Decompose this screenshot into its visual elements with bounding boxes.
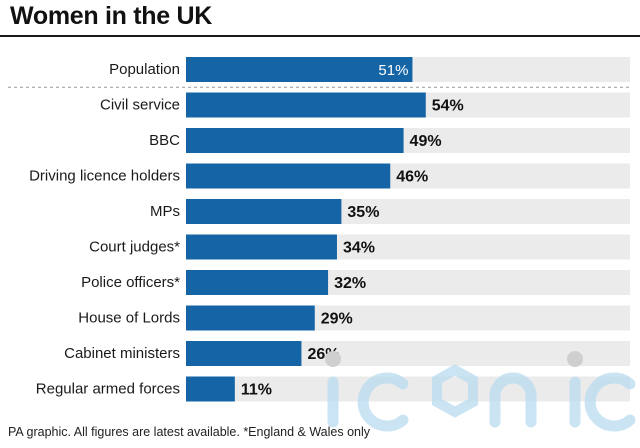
bar-regular-armed-forces	[186, 376, 235, 402]
footnote: PA graphic. All figures are latest avail…	[8, 425, 371, 439]
bar-police-officers	[186, 270, 329, 295]
bar-driving-licence-holders	[186, 163, 391, 189]
value-label-mps: 35%	[347, 204, 379, 221]
category-label-driving-licence-holders: Driving licence holders	[29, 168, 180, 185]
category-label-house-of-lords: House of Lords	[78, 310, 180, 327]
chart-title: Women in the UK	[10, 2, 212, 30]
value-label-police-officers: 32%	[334, 275, 366, 292]
title-divider	[0, 35, 640, 37]
bar-chart: Population 51% Civil service 54% BBC 49% Drivi…	[8, 57, 630, 402]
bar-cabinet-ministers	[186, 341, 302, 366]
category-label-mps: MPs	[150, 203, 180, 220]
bar-civil-service	[186, 92, 426, 118]
value-label-driving-licence-holders: 46%	[396, 169, 428, 186]
category-label-cabinet-ministers: Cabinet ministers	[64, 345, 180, 362]
category-label-population: Population	[109, 61, 180, 78]
value-label-cabinet-ministers: 26%	[307, 346, 339, 363]
bar-court-judges	[186, 234, 337, 260]
value-label-bbc: 49%	[410, 133, 442, 150]
bar-mps	[186, 199, 342, 224]
category-label-bbc: BBC	[149, 132, 180, 149]
value-label-civil-service: 54%	[432, 98, 464, 115]
category-label-court-judges: Court judges*	[89, 239, 180, 256]
value-label-court-judges: 34%	[343, 240, 375, 257]
bar-population	[186, 57, 413, 82]
category-label-regular-armed-forces: Regular armed forces	[36, 381, 180, 398]
value-label-regular-armed-forces: 11%	[241, 382, 272, 399]
category-label-civil-service: Civil service	[100, 97, 180, 114]
category-label-police-officers: Police officers*	[81, 274, 180, 291]
value-label-house-of-lords: 29%	[321, 311, 353, 328]
bar-house-of-lords	[186, 305, 315, 331]
value-label-population: 51%	[378, 62, 408, 79]
bar-bbc	[186, 128, 404, 153]
